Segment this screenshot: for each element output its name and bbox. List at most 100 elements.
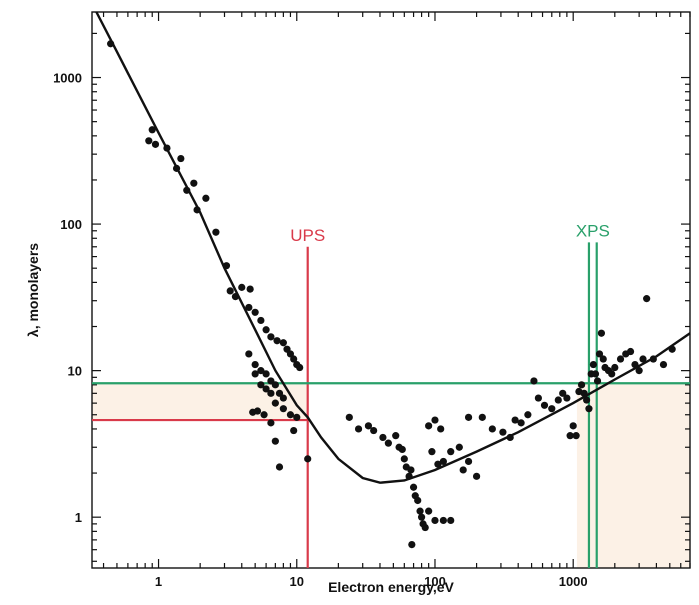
data-point bbox=[437, 425, 445, 433]
data-point bbox=[459, 466, 467, 474]
data-point bbox=[414, 496, 422, 505]
x-tick-label: 1 bbox=[155, 574, 162, 589]
data-point bbox=[151, 140, 160, 148]
data-point bbox=[585, 405, 593, 413]
data-point bbox=[439, 516, 447, 525]
data-point bbox=[511, 416, 519, 424]
data-point bbox=[271, 399, 279, 407]
data-point bbox=[271, 437, 279, 445]
data-point bbox=[275, 463, 284, 471]
data-point bbox=[354, 425, 363, 433]
data-point bbox=[286, 411, 295, 419]
data-point bbox=[253, 407, 262, 415]
data-point bbox=[593, 377, 602, 385]
data-point bbox=[639, 355, 647, 363]
data-point bbox=[554, 396, 562, 404]
data-point bbox=[595, 350, 604, 358]
data-point bbox=[267, 419, 275, 427]
data-point bbox=[499, 428, 507, 436]
data-point bbox=[611, 363, 619, 372]
y-axis-title: λ, monolayers bbox=[25, 243, 41, 337]
data-point bbox=[262, 326, 270, 334]
data-point bbox=[370, 426, 378, 435]
data-point bbox=[290, 355, 298, 363]
data-point bbox=[599, 355, 607, 363]
data-point bbox=[425, 507, 433, 515]
data-point bbox=[464, 457, 473, 466]
x-tick-label: 100 bbox=[424, 574, 446, 589]
band-layer bbox=[92, 383, 690, 568]
data-point bbox=[279, 394, 287, 402]
y-tick-label: 1000 bbox=[53, 71, 82, 86]
data-point bbox=[262, 370, 270, 378]
data-point bbox=[421, 523, 429, 532]
data-point bbox=[455, 443, 463, 451]
y-tick-label: 1 bbox=[75, 510, 82, 525]
data-point bbox=[279, 405, 287, 413]
y-tick-label: 100 bbox=[60, 217, 82, 232]
data-point bbox=[279, 339, 287, 347]
data-point bbox=[517, 419, 525, 427]
data-point bbox=[591, 370, 600, 378]
data-point bbox=[398, 445, 406, 454]
xps-label: XPS bbox=[576, 221, 610, 240]
data-point bbox=[582, 396, 591, 404]
data-point bbox=[293, 413, 301, 421]
data-point bbox=[563, 394, 571, 402]
data-point bbox=[569, 422, 577, 430]
data-point bbox=[635, 367, 643, 375]
data-point bbox=[478, 413, 486, 421]
data-point bbox=[296, 363, 304, 372]
data-point bbox=[447, 516, 455, 525]
data-point bbox=[524, 411, 532, 419]
data-point bbox=[267, 333, 275, 341]
data-point bbox=[408, 540, 416, 549]
data-point bbox=[434, 460, 442, 468]
data-point bbox=[548, 405, 556, 413]
data-point bbox=[428, 448, 436, 456]
data-point bbox=[530, 377, 538, 385]
data-point bbox=[417, 513, 426, 521]
data-point bbox=[257, 381, 265, 389]
data-point bbox=[409, 483, 418, 491]
data-point bbox=[267, 389, 275, 397]
data-point bbox=[251, 308, 259, 316]
data-point bbox=[392, 432, 400, 440]
data-point bbox=[271, 381, 279, 389]
data-point bbox=[304, 455, 312, 463]
data-point bbox=[608, 370, 616, 378]
xps-column-band bbox=[576, 383, 690, 568]
data-point bbox=[345, 413, 353, 421]
data-point bbox=[643, 295, 651, 303]
data-point bbox=[177, 154, 185, 163]
plot-frame bbox=[91, 11, 691, 569]
reference-lines-layer bbox=[92, 242, 690, 568]
y-tick-label: 10 bbox=[68, 364, 82, 379]
data-point bbox=[273, 337, 281, 345]
data-point bbox=[472, 472, 481, 480]
data-point bbox=[439, 457, 447, 466]
data-point bbox=[400, 455, 408, 463]
data-point bbox=[251, 370, 259, 378]
data-point bbox=[246, 285, 254, 293]
data-point bbox=[416, 507, 424, 515]
data-point bbox=[251, 360, 259, 369]
data-point bbox=[148, 126, 156, 134]
data-point bbox=[589, 360, 597, 369]
data-point bbox=[257, 367, 265, 375]
data-point bbox=[626, 347, 635, 356]
data-point bbox=[540, 401, 549, 409]
data-point bbox=[226, 287, 234, 295]
data-point bbox=[577, 381, 586, 389]
x-tick-label: 10 bbox=[290, 574, 304, 589]
data-point bbox=[534, 394, 542, 402]
data-point bbox=[616, 355, 625, 363]
x-axis-title: Electron energy,eV bbox=[328, 579, 454, 595]
data-point bbox=[257, 316, 265, 325]
data-point bbox=[488, 425, 496, 433]
data-point bbox=[238, 283, 246, 291]
data-point bbox=[245, 303, 253, 312]
data-point bbox=[290, 426, 298, 435]
